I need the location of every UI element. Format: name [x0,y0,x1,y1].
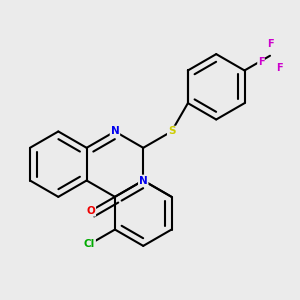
Text: F: F [276,63,282,73]
Text: N: N [139,176,148,185]
Text: O: O [86,206,95,216]
Text: F: F [258,57,264,67]
Text: F: F [267,39,273,49]
Text: N: N [111,127,119,136]
Text: Cl: Cl [84,239,95,249]
Text: S: S [168,127,175,136]
